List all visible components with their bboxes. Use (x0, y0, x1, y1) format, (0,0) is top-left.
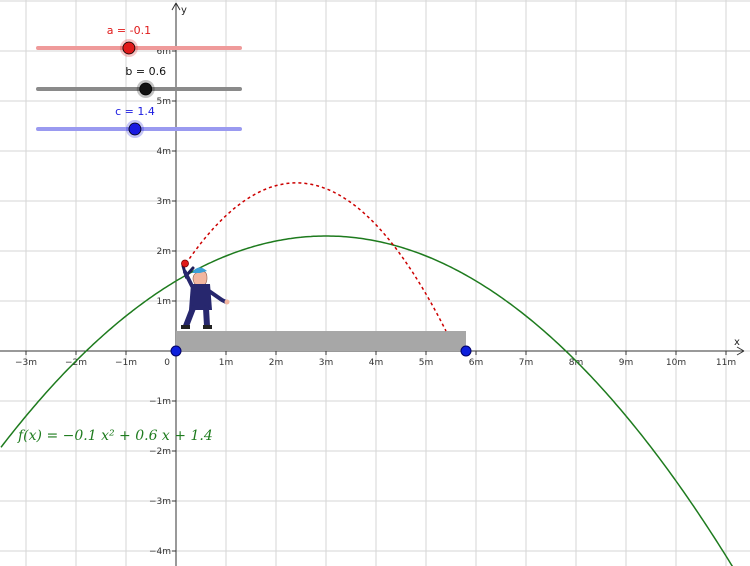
y-tick-label: 6m (157, 47, 172, 57)
flight-path-curve (185, 182, 447, 332)
x-tick-label: 3m (319, 358, 334, 368)
x-tick-label: −1m (115, 358, 137, 368)
slider-panel[interactable]: a = -0.1 b = 0.6 c = 1.4 (36, 24, 242, 138)
platform (176, 331, 466, 351)
function-label-group: f(x) = −0.1 x² + 0.6 x + 1.4 (17, 428, 213, 444)
ball-point[interactable] (181, 259, 189, 268)
slider-knob[interactable] (122, 41, 136, 55)
y-tick-label: −2m (149, 447, 171, 457)
x-tick-label: 9m (619, 358, 634, 368)
x-tick-label: 11m (716, 358, 736, 368)
x-tick-label: 6m (469, 358, 484, 368)
x-axis-arrow-icon (736, 346, 745, 356)
slider-label: c = 1.4 (115, 105, 155, 118)
slider-knob[interactable] (128, 122, 142, 136)
points[interactable] (170, 259, 472, 357)
x-tick-label: −2m (65, 358, 87, 368)
parabola-curve (0, 235, 734, 566)
x-tick-label: 7m (519, 358, 534, 368)
slider-a[interactable]: a = -0.1 (36, 24, 242, 57)
person-image (181, 264, 230, 329)
y-tick-label: −1m (149, 397, 171, 407)
y-tick-label: 3m (157, 197, 172, 207)
endpoint-point[interactable] (170, 345, 182, 357)
thrower-figure (181, 264, 230, 329)
y-tick-label: 5m (157, 97, 172, 107)
y-tick-label: 2m (157, 247, 172, 257)
slider-label: b = 0.6 (125, 65, 166, 78)
x-axis-name: x (734, 337, 740, 348)
x-tick-label: 1m (219, 358, 234, 368)
platform-bar (176, 331, 466, 351)
x-tick-label: −3m (15, 358, 37, 368)
y-tick-label: 4m (157, 147, 172, 157)
x-tick-label: 2m (269, 358, 284, 368)
x-tick-label: 5m (419, 358, 434, 368)
slider-knob[interactable] (139, 82, 153, 96)
slider-b[interactable]: b = 0.6 (36, 65, 242, 98)
x-tick-label: 8m (569, 358, 584, 368)
slider-label: a = -0.1 (107, 24, 151, 37)
y-tick-label: −3m (149, 497, 171, 507)
y-axis-name: y (181, 5, 187, 16)
function-label: f(x) = −0.1 x² + 0.6 x + 1.4 (17, 428, 213, 444)
slider-c[interactable]: c = 1.4 (36, 105, 242, 138)
curves (0, 182, 734, 566)
y-axis-arrow-icon (171, 2, 181, 11)
origin-label: 0 (164, 358, 170, 368)
x-tick-label: 4m (369, 358, 384, 368)
endpoint-point[interactable] (460, 345, 472, 357)
tick-labels: −3m −2m −1m 1m 2m 3m 4m 5m 6m 7m 8m 9m 10m 11m 6m 5m 4m 3… (15, 47, 736, 557)
y-tick-label: 1m (157, 297, 172, 307)
y-tick-label: −4m (149, 547, 171, 557)
x-tick-label: 10m (666, 358, 686, 368)
